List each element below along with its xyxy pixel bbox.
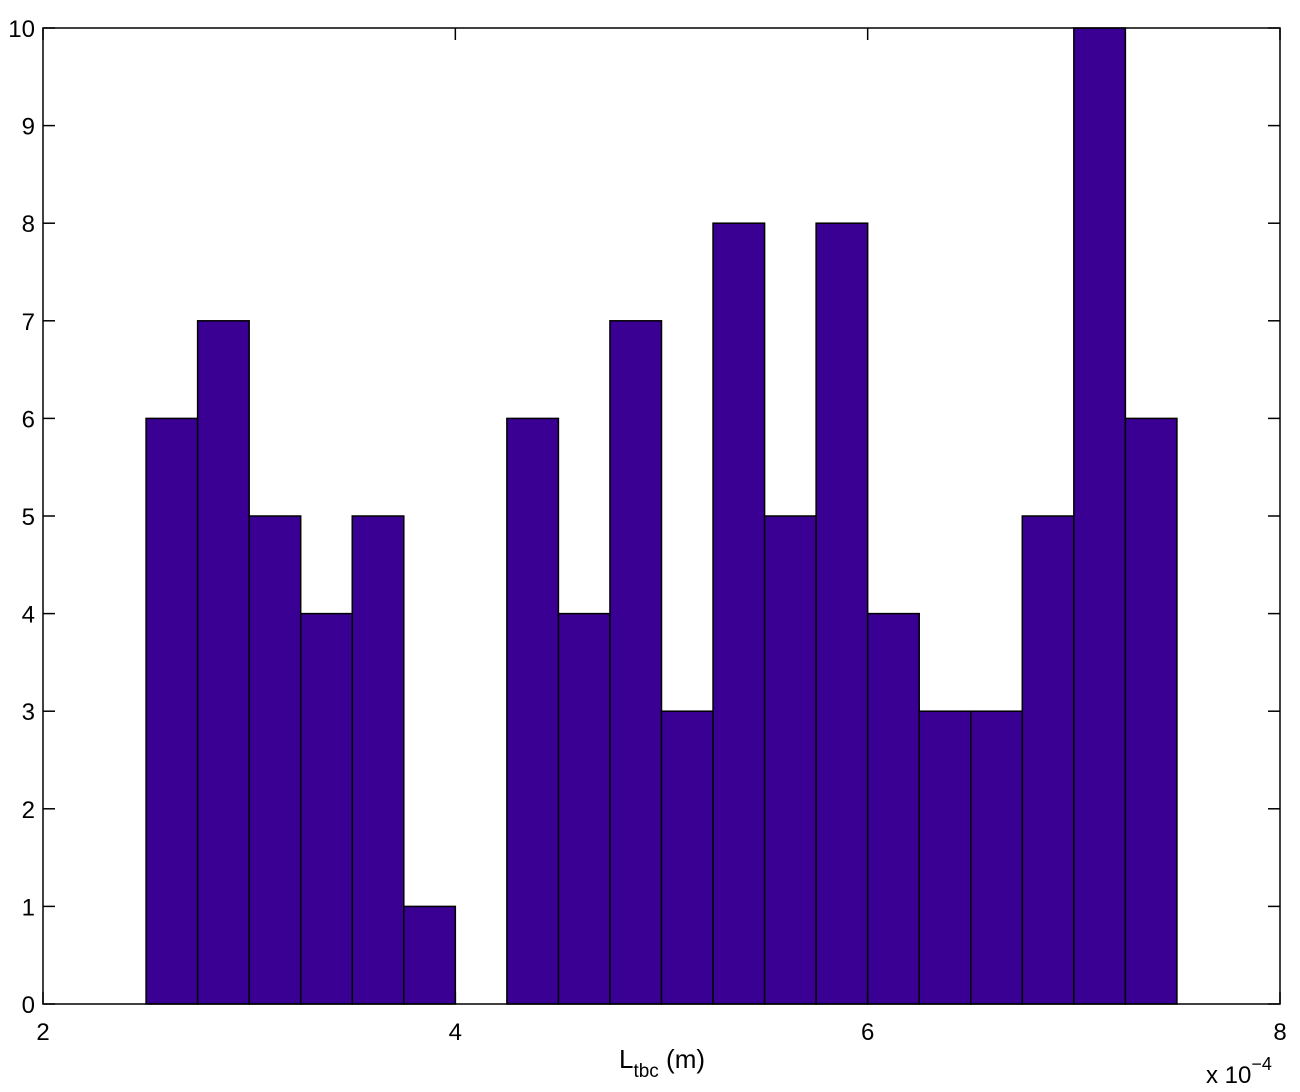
histogram-bar [557,612,611,1005]
y-tick-label: 10 [8,16,35,43]
y-tick-label: 3 [22,699,35,726]
histogram-bar [248,515,302,1005]
y-tick-label: 5 [22,504,35,531]
histogram-bars [145,27,1178,1005]
histogram-bar [1021,515,1075,1005]
histogram-bar [763,515,817,1005]
histogram-bar [712,222,766,1005]
y-tick-label: 1 [22,894,35,921]
histogram-bar [403,905,457,1005]
x-axis-label: Ltbc (m) [619,1044,705,1082]
histogram-bar [299,612,354,1005]
histogram-bar [660,710,714,1005]
y-tick-label: 2 [22,797,35,824]
y-tick-label: 9 [22,114,35,141]
histogram-bar [866,612,920,1005]
x-axis-label-subscript: tbc [633,1061,658,1082]
histogram-bar [918,710,972,1005]
x-axis-multiplier-base: x 10 [1206,1062,1251,1089]
x-axis-label-unit: (m) [659,1044,705,1074]
x-tick-label: 4 [449,1019,462,1046]
x-axis-multiplier-exponent: −4 [1251,1054,1272,1074]
histogram-bar [970,710,1024,1005]
y-tick-label: 8 [22,211,35,238]
y-tick-label: 7 [22,309,35,336]
tick-labels: 2 4 6 8 0 1 2 3 4 5 6 7 8 9 10 [8,16,1286,1046]
y-tick-label: 4 [22,602,35,629]
histogram-bar [145,417,199,1005]
axis-ticks [42,27,1281,1005]
x-axis-label-main: L [619,1044,633,1074]
histogram-bar [506,417,560,1005]
y-tick-label: 0 [22,992,35,1019]
histogram-bar [196,320,250,1005]
x-tick-label: 6 [861,1019,874,1046]
histogram-bar [1073,27,1127,1005]
histogram-bar [815,222,869,1005]
x-axis-multiplier: x 10−4 [1206,1054,1272,1089]
y-tick-label: 6 [22,406,35,433]
histogram-bar [351,515,405,1005]
histogram-bar [609,320,663,1005]
histogram-bar [1124,417,1178,1005]
x-tick-label: 8 [1273,1019,1286,1046]
x-tick-label: 2 [36,1019,49,1046]
